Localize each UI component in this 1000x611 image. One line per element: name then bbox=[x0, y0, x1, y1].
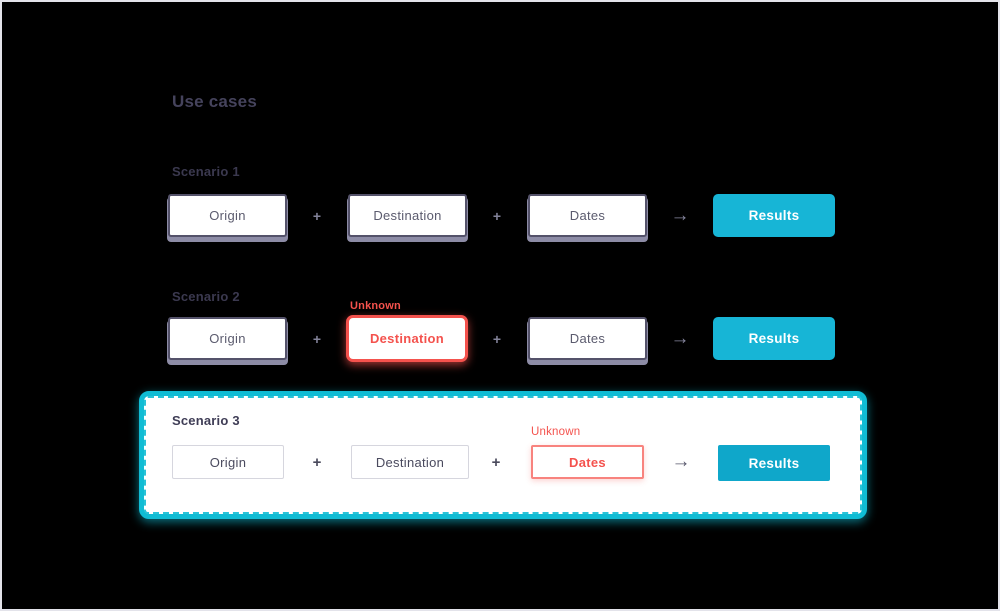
scenario-1-label: Scenario 1 bbox=[172, 164, 240, 179]
plus-icon: + bbox=[491, 453, 501, 471]
scenario-2-origin-box[interactable]: Origin bbox=[168, 317, 287, 360]
scenario-3-destination-box[interactable]: Destination bbox=[351, 445, 469, 479]
scenario-2-results-button[interactable]: Results bbox=[713, 317, 835, 360]
plus-icon: + bbox=[492, 207, 502, 224]
scenario-1-results-button[interactable]: Results bbox=[713, 194, 835, 237]
scenario-3-results-button[interactable]: Results bbox=[718, 445, 830, 481]
scenario-3-card: Scenario 3 Origin + Destination + Unknow… bbox=[139, 391, 867, 519]
scenario-1-dates-box[interactable]: Dates bbox=[528, 194, 647, 237]
scenario-2-unknown-label: Unknown bbox=[350, 300, 401, 312]
scenario-3-label: Scenario 3 bbox=[172, 413, 240, 428]
scenario-1-destination-box[interactable]: Destination bbox=[348, 194, 467, 237]
scenario-2-dates-box[interactable]: Dates bbox=[528, 317, 647, 360]
plus-icon: + bbox=[312, 453, 322, 471]
scenario-1-origin-box[interactable]: Origin bbox=[168, 194, 287, 237]
arrow-icon: → bbox=[671, 451, 691, 472]
arrow-icon: → bbox=[670, 204, 690, 226]
scenario-2-destination-box-unknown[interactable]: Destination bbox=[346, 315, 468, 362]
arrow-icon: → bbox=[670, 327, 690, 349]
scenario-3-dates-box-unknown[interactable]: Dates bbox=[531, 445, 644, 479]
scenario-3-unknown-label: Unknown bbox=[531, 426, 581, 438]
plus-icon: + bbox=[312, 207, 322, 224]
scenario-3-origin-box[interactable]: Origin bbox=[172, 445, 284, 479]
plus-icon: + bbox=[312, 330, 322, 347]
plus-icon: + bbox=[492, 330, 502, 347]
scenario-2-label: Scenario 2 bbox=[172, 289, 240, 304]
page-title: Use cases bbox=[172, 92, 257, 111]
